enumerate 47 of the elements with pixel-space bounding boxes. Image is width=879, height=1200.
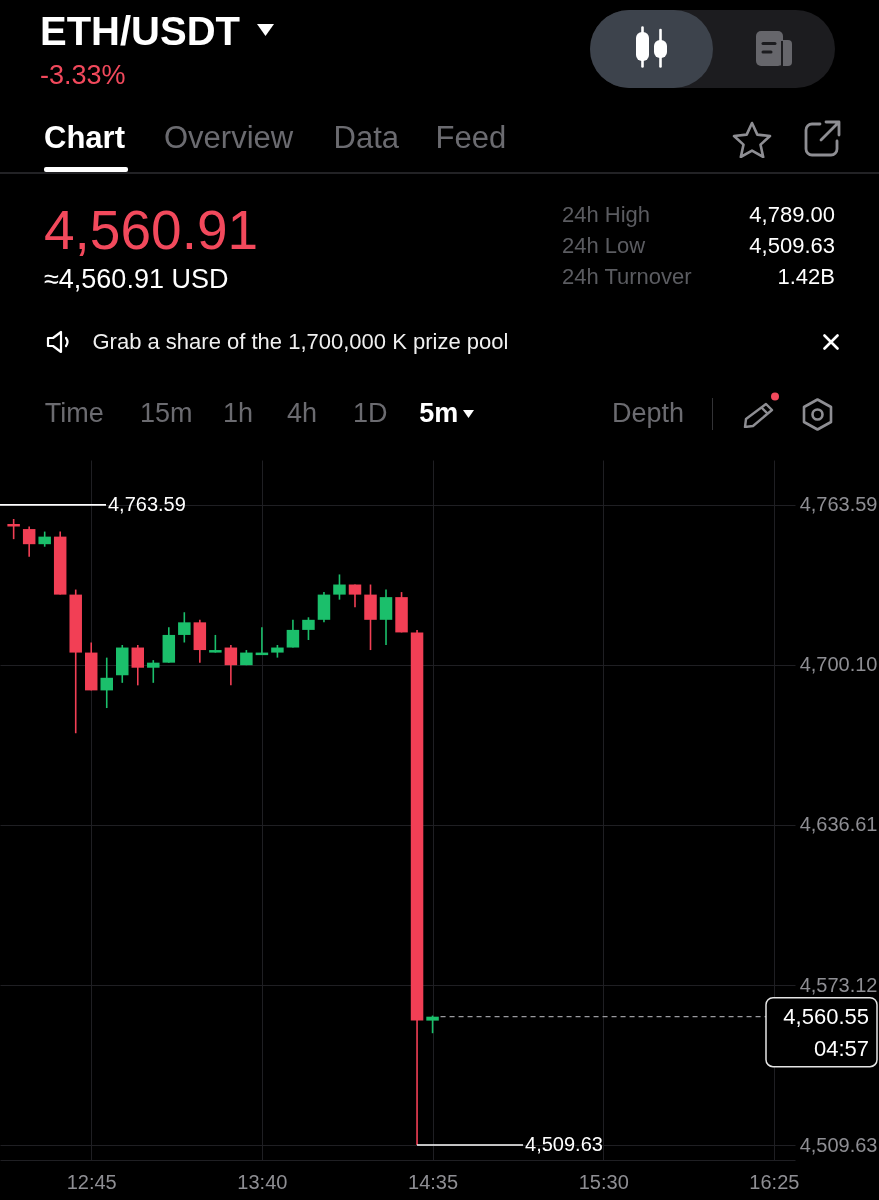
y-tick-label: 4,509.63 xyxy=(799,1133,878,1156)
text: 24h Low xyxy=(562,233,646,259)
text: Chart xyxy=(44,120,125,156)
y-tick-label: 4,763.59 xyxy=(799,493,878,516)
text: 1.42B xyxy=(777,264,835,290)
text: ETH/USDT xyxy=(40,9,240,54)
candlestick xyxy=(379,588,393,646)
text: 4,509.63 xyxy=(749,233,835,259)
text: 1D xyxy=(353,398,388,429)
text: Overview xyxy=(164,120,294,156)
text: ≈4,560.91 USD xyxy=(44,263,229,294)
y-tick-label: 4,636.61 xyxy=(799,813,878,836)
candlestick xyxy=(100,656,113,709)
y-tick-label: 4,573.12 xyxy=(799,973,878,996)
text: Time xyxy=(44,398,104,429)
text: Feed xyxy=(435,120,507,156)
candlestick xyxy=(178,611,191,644)
text: 24h Turnover xyxy=(562,264,692,290)
text: 4,560.91 xyxy=(44,198,259,261)
text: 1h xyxy=(223,398,254,429)
x-tick-label: 14:35 xyxy=(408,1170,459,1193)
x-tick-label: 15:30 xyxy=(578,1170,629,1193)
text: 4,789.00 xyxy=(749,202,835,228)
text: 5m xyxy=(419,398,459,429)
candlestick xyxy=(22,525,36,558)
text: Data xyxy=(333,120,399,156)
text: 15m xyxy=(140,398,193,429)
candlestick xyxy=(286,619,300,649)
candlestick xyxy=(147,659,160,684)
x-tick-label: 13:40 xyxy=(237,1170,288,1193)
candlestick xyxy=(333,573,346,601)
x-tick-label: 12:45 xyxy=(66,1170,117,1193)
text: Grab a share of the 1,700,000 K prize pool xyxy=(92,328,509,354)
candlestick xyxy=(302,616,315,641)
ref-line-label: 4,763.59 xyxy=(108,492,186,515)
text: 24h High xyxy=(562,202,651,228)
text: -3.33% xyxy=(40,60,126,91)
text: Depth xyxy=(612,398,685,429)
y-tick-label: 4,700.10 xyxy=(799,653,878,676)
candlestick xyxy=(224,644,238,687)
annotation: 4,509.63 xyxy=(525,1133,603,1156)
candlestick xyxy=(7,518,20,540)
x-tick-label: 16:25 xyxy=(749,1170,800,1193)
text: 4h xyxy=(287,398,318,429)
ref-line-label: 4,560.55 xyxy=(783,1003,869,1029)
candlestick xyxy=(131,644,145,687)
text: 04:57 xyxy=(813,1035,869,1061)
